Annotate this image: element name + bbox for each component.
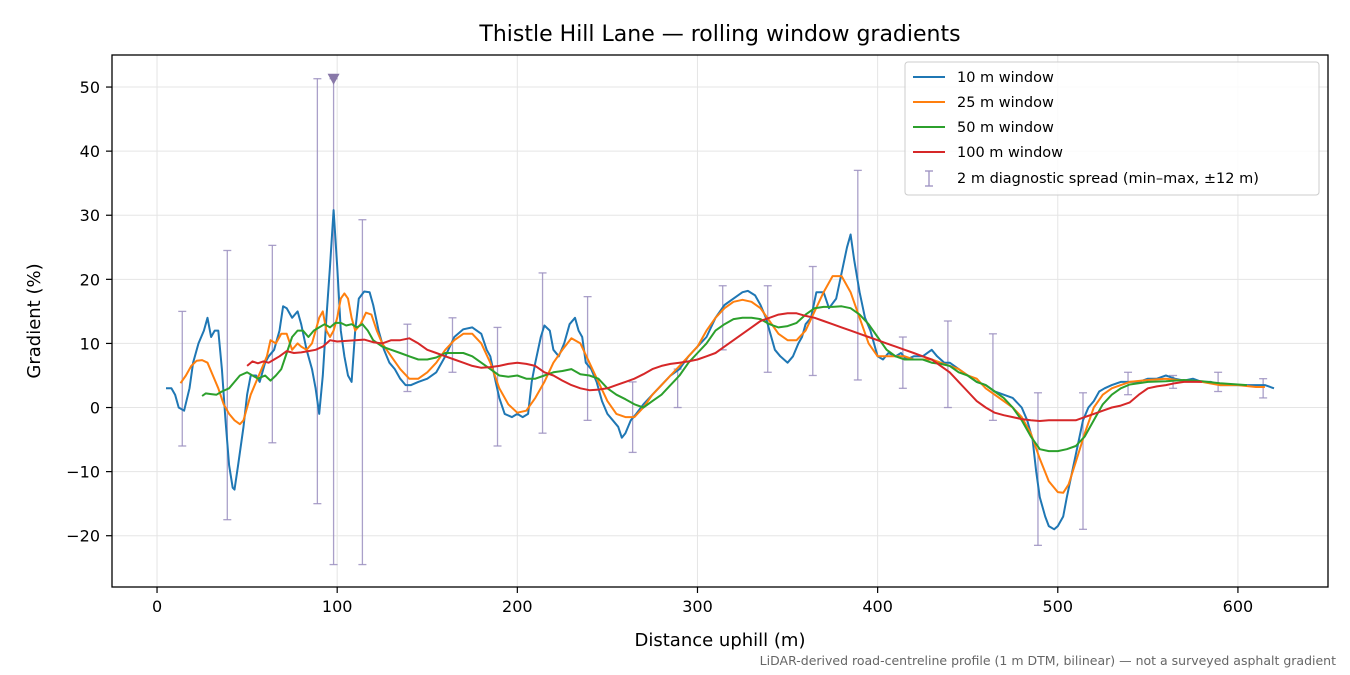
clipped-spread-marker xyxy=(327,73,340,85)
y-tick-label: −10 xyxy=(66,463,100,482)
y-tick-label: 20 xyxy=(80,270,100,289)
x-tick-label: 400 xyxy=(862,597,893,616)
legend-label-10m: 10 m window xyxy=(957,70,1054,86)
series-line-50 xyxy=(201,305,1247,453)
legend-label-spread: 2 m diagnostic spread (min–max, ±12 m) xyxy=(957,171,1259,187)
series-line-100 xyxy=(246,312,1202,422)
x-axis-label: Distance uphill (m) xyxy=(635,630,806,651)
y-tick-label: 30 xyxy=(80,206,100,225)
chart-title: Thistle Hill Lane — rolling window gradi… xyxy=(478,22,960,47)
grid xyxy=(112,55,1328,587)
x-tick-label: 600 xyxy=(1223,597,1254,616)
y-axis-label: Gradient (%) xyxy=(24,263,45,378)
x-tick-label: 500 xyxy=(1043,597,1074,616)
x-tick-label: 0 xyxy=(152,597,162,616)
legend-label-50m: 50 m window xyxy=(957,120,1054,136)
diagnostic-spread-bars xyxy=(178,73,1268,566)
legend-swatch-spread xyxy=(925,170,933,187)
legend-box xyxy=(904,61,1320,196)
x-tick-label: 300 xyxy=(682,597,713,616)
legend: 10 m window 25 m window 50 m window 100 … xyxy=(904,61,1320,196)
series-line-10 xyxy=(166,209,1275,531)
legend-label-100m: 100 m window xyxy=(957,145,1063,161)
plot-area-frame xyxy=(111,54,1329,588)
series-lines xyxy=(166,209,1275,531)
x-tick-label: 100 xyxy=(322,597,353,616)
footnote: LiDAR-derived road-centreline profile (1… xyxy=(760,653,1336,668)
y-tick-label: 40 xyxy=(80,142,100,161)
y-tick-label: 50 xyxy=(80,78,100,97)
y-tick-label: 10 xyxy=(80,334,100,353)
axis-ticks: 0 100 200 300 400 500 600 −20 −10 0 10 20 30 40 50 xyxy=(66,78,1253,616)
y-tick-label: 0 xyxy=(90,399,100,418)
legend-label-25m: 25 m window xyxy=(957,95,1054,111)
y-tick-label: −20 xyxy=(66,527,100,546)
x-tick-label: 200 xyxy=(502,597,533,616)
series-line-25 xyxy=(179,275,1265,494)
